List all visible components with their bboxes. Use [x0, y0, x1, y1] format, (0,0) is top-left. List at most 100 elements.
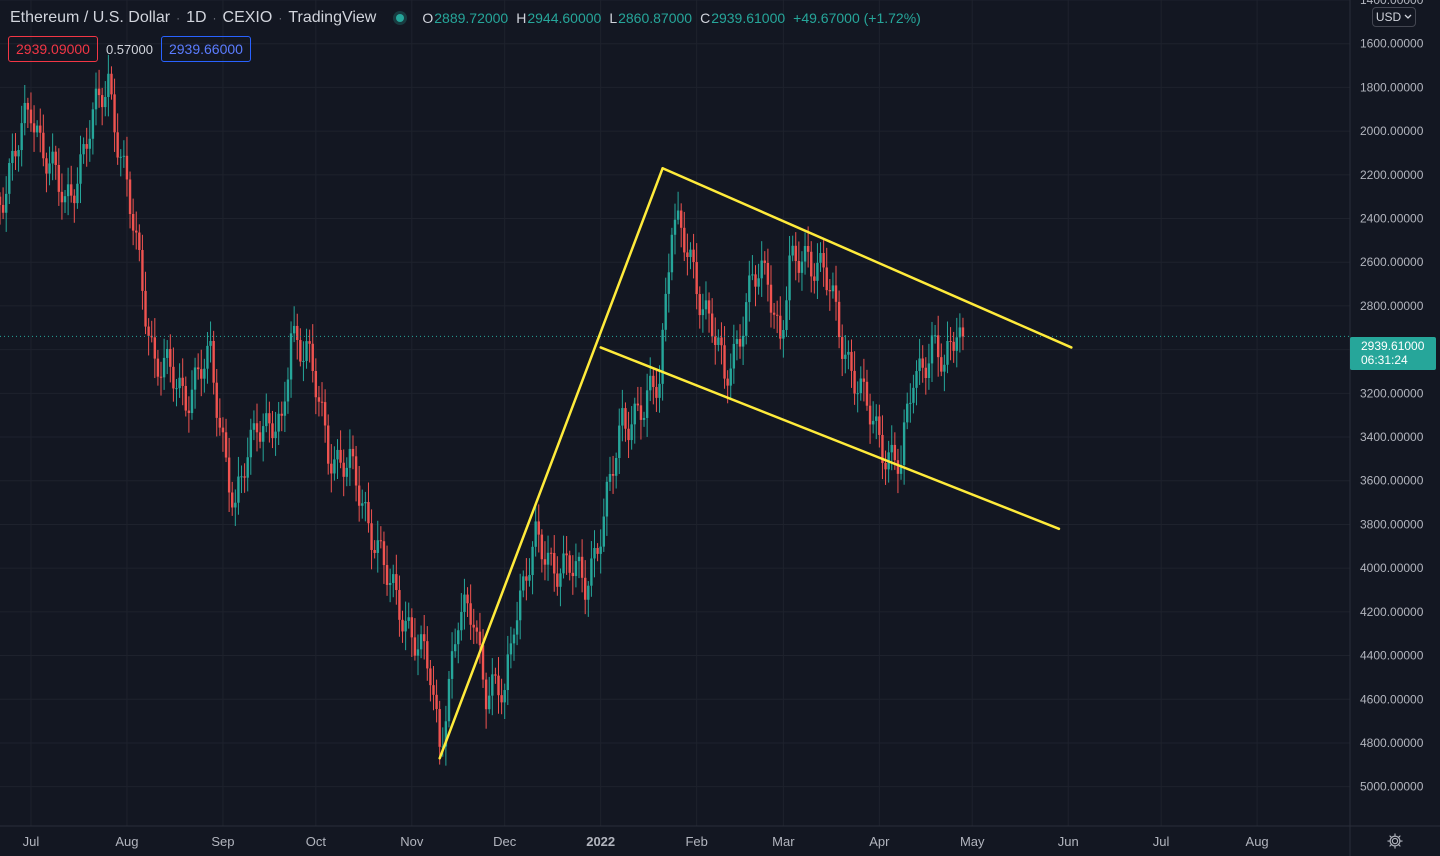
- candle-body: [692, 249, 695, 263]
- candle-body: [590, 558, 593, 586]
- candle-body: [76, 183, 79, 204]
- time-tick-label: Oct: [306, 834, 327, 849]
- time-tick-label: Jul: [23, 834, 40, 849]
- price-tick-label: 5000.00000: [1360, 780, 1424, 794]
- trendline[interactable]: [599, 346, 1061, 531]
- candle-body: [865, 381, 869, 406]
- candle-body: [695, 262, 698, 295]
- candle-body: [933, 335, 937, 337]
- candle-body: [899, 465, 903, 474]
- candle-body: [577, 556, 581, 562]
- currency-selector[interactable]: USD: [1372, 7, 1416, 27]
- candle-body: [518, 590, 522, 621]
- candle-body: [562, 553, 565, 574]
- candle-body: [930, 335, 934, 364]
- interval-label[interactable]: 1D: [186, 9, 207, 26]
- candle-body: [636, 403, 640, 406]
- candle-body: [580, 556, 584, 578]
- candle-body: [54, 151, 57, 165]
- candle-body: [537, 521, 540, 535]
- candle-body: [63, 196, 67, 203]
- candle-body: [57, 164, 61, 192]
- candle-body: [918, 358, 921, 372]
- candle-body: [946, 340, 949, 365]
- candle-body: [320, 401, 324, 403]
- candle-body: [497, 675, 500, 696]
- candle-body: [35, 125, 39, 133]
- candle-body: [382, 541, 386, 566]
- candle-body: [673, 219, 677, 235]
- candle-body: [261, 426, 265, 442]
- candle-body: [875, 416, 878, 421]
- candle-body: [943, 364, 946, 372]
- candle-body: [655, 387, 658, 398]
- gear-icon[interactable]: [1386, 832, 1404, 850]
- market-status-icon[interactable]: [396, 14, 405, 22]
- candle-body: [726, 378, 729, 386]
- buy-price-button[interactable]: 2939.66000: [160, 36, 251, 62]
- candle-body: [484, 679, 488, 710]
- candle-body: [367, 502, 370, 524]
- candle-body: [395, 574, 398, 591]
- candle-body: [596, 548, 599, 554]
- candle-body: [927, 363, 931, 379]
- change-value: +49.67000 (+1.72%): [793, 10, 921, 26]
- candle-body: [862, 378, 866, 382]
- candle-body: [760, 260, 763, 279]
- candle-body: [144, 290, 147, 327]
- candle-body: [147, 326, 150, 336]
- trendline[interactable]: [438, 167, 664, 760]
- candle-body: [522, 576, 525, 591]
- price-tick-label: 2600.00000: [1360, 255, 1424, 269]
- candle-body: [868, 405, 872, 425]
- candle-body: [135, 230, 138, 233]
- trendline-drawings[interactable]: [438, 167, 1073, 760]
- price-tick-label: 3600.00000: [1360, 474, 1424, 488]
- time-tick-label: Aug: [115, 834, 138, 849]
- legend-separator: ·: [278, 11, 283, 25]
- candle-body: [614, 458, 618, 476]
- time-axis[interactable]: Jul Aug Sep Oct Nov Dec 2022 Feb Mar Apr May Jun Jul…: [23, 834, 1269, 849]
- candle-body: [141, 250, 144, 291]
- candle-body: [844, 354, 847, 359]
- candle-body: [196, 367, 200, 370]
- candle-body: [221, 427, 225, 433]
- candle-body: [896, 460, 900, 474]
- candle-body: [751, 274, 754, 276]
- price-axis[interactable]: 1400.00000 1600.00000 1800.00000 2000.00000…: [1360, 0, 1424, 794]
- candle-body: [218, 417, 222, 428]
- candle-body: [311, 343, 314, 371]
- candle-body: [231, 492, 234, 508]
- candle-body: [664, 293, 667, 330]
- price-tick-label: 3400.00000: [1360, 430, 1424, 444]
- sell-price-button[interactable]: 2939.09000: [8, 36, 98, 62]
- candle-body: [240, 476, 243, 478]
- trendline[interactable]: [661, 167, 1073, 349]
- candle-body: [806, 245, 810, 252]
- candle-body: [478, 631, 482, 646]
- candle-body: [271, 423, 274, 439]
- candle-body: [280, 413, 283, 416]
- candle-body: [754, 274, 757, 287]
- candle-body: [413, 637, 417, 656]
- candle-body: [277, 413, 280, 432]
- candle-body: [224, 432, 228, 458]
- candle-body: [178, 377, 181, 389]
- candle-body: [308, 341, 311, 344]
- candle-body: [156, 358, 160, 377]
- time-tick-label: Apr: [869, 834, 890, 849]
- candle-body: [138, 232, 141, 251]
- candle-body: [509, 643, 513, 655]
- symbol-name[interactable]: Ethereum / U.S. Dollar: [10, 9, 171, 26]
- candle-body: [710, 313, 714, 337]
- candle-body: [503, 690, 506, 703]
- candle-body: [227, 457, 231, 493]
- candle-body: [8, 162, 11, 194]
- candle-body: [73, 195, 76, 204]
- candle-body: [816, 262, 819, 281]
- candle-body: [683, 227, 686, 253]
- candle-body: [79, 154, 82, 184]
- candle-body: [893, 444, 897, 461]
- time-tick-label: Feb: [685, 834, 707, 849]
